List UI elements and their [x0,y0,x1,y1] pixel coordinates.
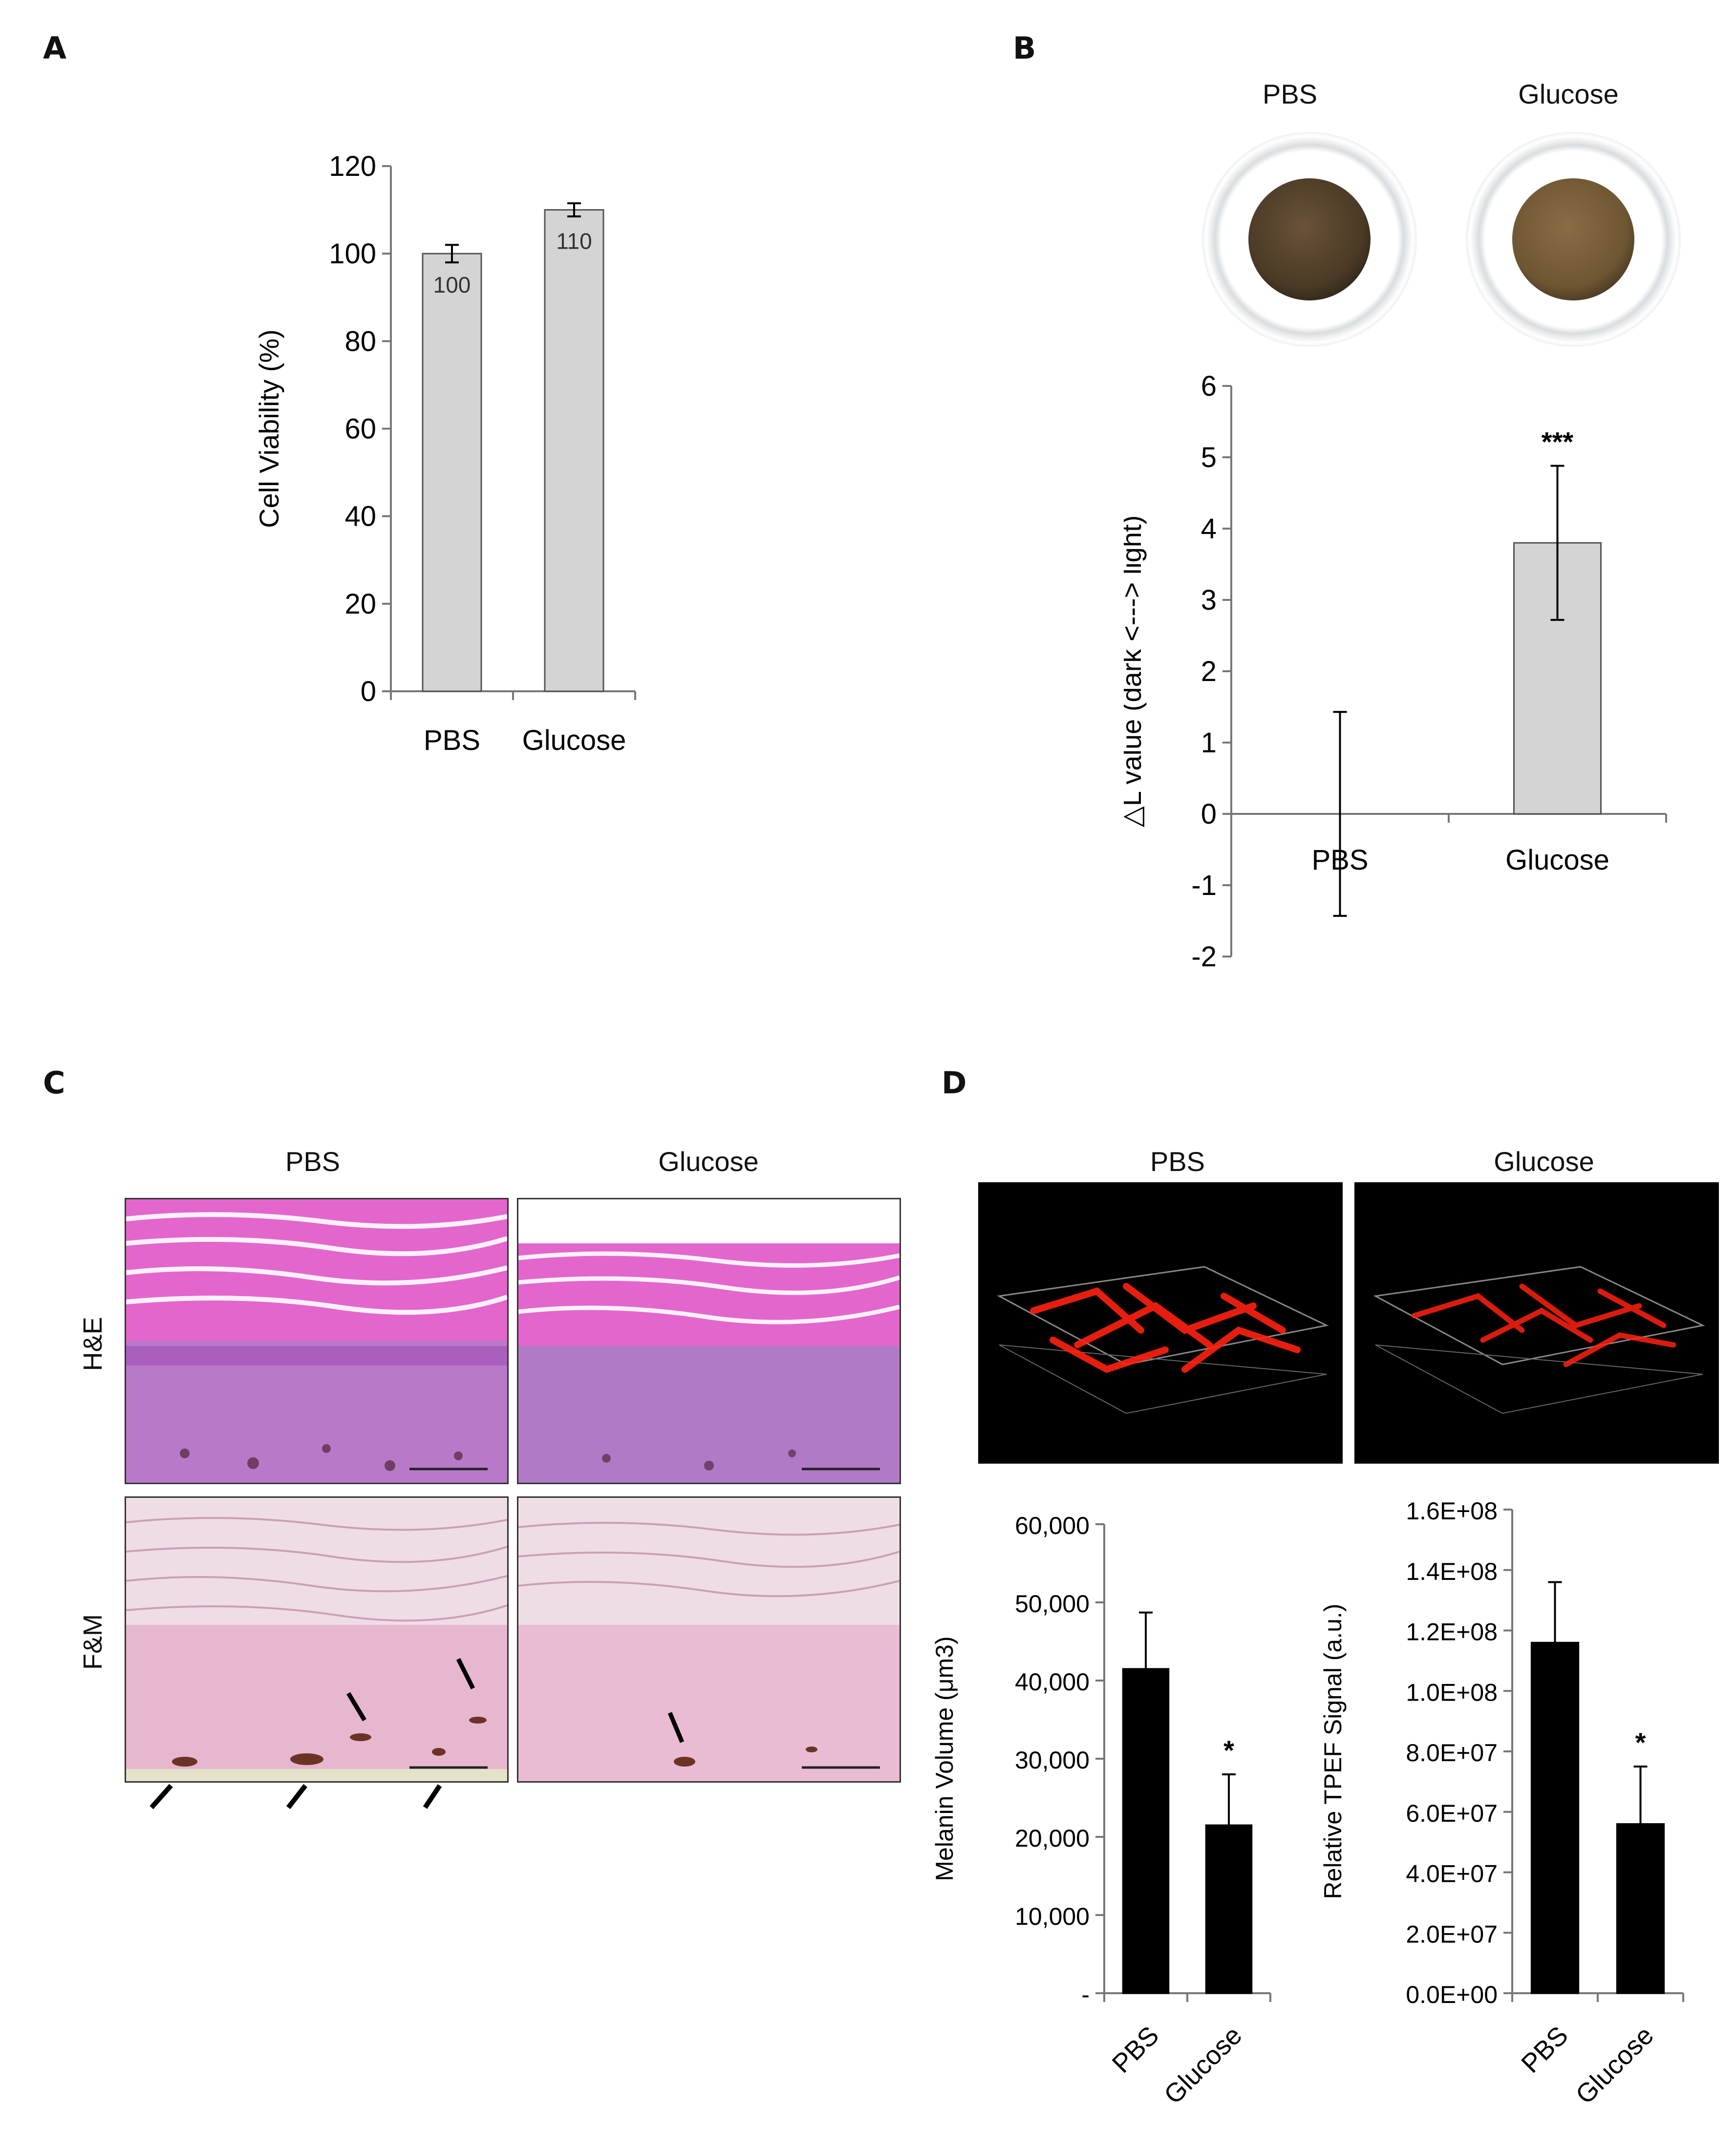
chart-d2-y-tick-label: 1.6E+08 [1406,1497,1498,1525]
chart-b-root: -2 -1 0 1 2 3 4 5 6 PBS *** Glucose △L value (dark <… [1124,371,1667,973]
confocal-glucose-texture [1373,1266,1705,1414]
chart-d2-y-tick-label: 4.0E+07 [1406,1860,1498,1888]
he-glucose-texture [518,1199,900,1483]
chart-a-y-tick-label: 60 [344,413,376,445]
chart-a-root: 0 20 40 60 80 100 120 100 PBS 110 Glucose Cell Viab… [254,150,636,756]
chart-b-y-tick-label: -1 [1191,870,1217,901]
chart-d2-bar [1530,1641,1580,1994]
chart-d2-y-tick-label: 8.0E+07 [1406,1739,1498,1767]
histology-col-pbs: PBS [285,1146,341,1177]
chart-d1-bar [1122,1668,1170,1994]
chart-a-y-tick-label: 80 [344,325,376,357]
chart-d2-significance: * [1635,1727,1646,1758]
dish-label-glucose: Glucose [1518,79,1619,109]
he-pbs-image [125,1198,509,1484]
chart-a-y-tick-label: 120 [329,150,376,182]
chart-b-y-tick-label: 6 [1201,371,1217,402]
chart-a-y-tick-label: 40 [344,501,376,532]
chart-b-x-label: Glucose [1505,844,1609,876]
chart-d1-significance: * [1223,1735,1234,1766]
chart-a-bar [422,253,482,692]
histology-arrows [150,1784,442,1810]
chart-d2-y-tick-label: 1.4E+08 [1406,1558,1498,1585]
confocal-col-glucose: Glucose [1494,1146,1594,1177]
chart-d2-root: 0.0E+00 2.0E+07 4.0E+07 6.0E+07 8.0E+07 1.0E+… [1319,1497,1684,2110]
dish-label-pbs: PBS [1262,79,1318,109]
chart-b-y-tick-label: 4 [1201,513,1217,545]
chart-d2-y-tick-label: 1.2E+08 [1406,1619,1498,1646]
chart-d2-y-tick-label: 2.0E+07 [1406,1920,1498,1948]
chart-d2-y-tick-label: 0.0E+00 [1406,1981,1498,2008]
chart-b-y-tick-label: 5 [1201,442,1217,473]
chart-d2-bar [1616,1823,1665,1994]
fm-pbs-image [125,1496,509,1783]
histology-row-he: H&E [78,1317,107,1371]
chart-b-y-tick-label: -2 [1191,941,1217,973]
panel-label-a: A [43,30,66,66]
chart-b-y-label: △L value (dark <---> light) [1124,515,1147,828]
chart-d1: - 10,000 20,000 30,000 40,000 50,000 60,000 PBS… [931,1512,1271,2110]
chart-a: 0 20 40 60 80 100 120 100 PBS 110 Glucose Cell Viab… [254,150,636,756]
chart-d1-x-label: Glucose [1158,2021,1248,2110]
chart-b-significance: *** [1542,426,1574,457]
fm-pbs-texture [126,1498,507,1781]
histology-col-glucose: Glucose [658,1146,759,1177]
chart-a-y-tick-label: 0 [361,676,376,707]
chart-d2: 0.0E+00 2.0E+07 4.0E+07 6.0E+07 8.0E+07 1.0E+… [1319,1497,1684,2110]
chart-d2-y-tick-label: 1.0E+08 [1406,1679,1498,1706]
chart-a-data-label: 100 [433,272,471,298]
chart-a-y-label: Cell Viability (%) [254,329,284,528]
confocal-glucose-image [1354,1182,1719,1464]
chart-a-bar [544,209,604,692]
panel-label-d: D [942,1065,967,1101]
chart-d1-root: - 10,000 20,000 30,000 40,000 50,000 60,000 PBS… [931,1512,1271,2110]
he-pbs-texture [126,1199,507,1483]
chart-a-y-tick-label: 20 [344,588,376,620]
chart-b: -2 -1 0 1 2 3 4 5 6 PBS *** Glucose △L value (dark <… [1124,371,1667,973]
fm-glucose-image [517,1496,901,1783]
confocal-col-pbs: PBS [1150,1146,1205,1177]
fm-glucose-texture [518,1498,900,1781]
chart-d1-y-tick-label: 40,000 [1015,1668,1090,1696]
chart-d1-x-label: PBS [1107,2021,1165,2079]
chart-b-x-label: PBS [1311,844,1368,876]
chart-d1-y-label: Melanin Volume (μm3) [931,1636,958,1881]
dish-glucose-tissue [1512,178,1634,300]
chart-d2-y-tick-label: 6.0E+07 [1406,1800,1498,1827]
panel-label-c: C [43,1065,65,1101]
chart-d1-y-tick-label: 10,000 [1015,1903,1090,1930]
chart-a-y-tick-label: 100 [329,238,376,270]
confocal-pbs-image [978,1182,1343,1464]
chart-d2-x-label: Glucose [1570,2021,1659,2110]
chart-b-y-tick-label: 1 [1201,727,1217,759]
chart-b-y-tick-label: 2 [1201,656,1217,687]
he-glucose-image [517,1198,901,1484]
chart-b-y-tick-label: 0 [1201,798,1217,830]
chart-d2-x-label: PBS [1516,2021,1574,2079]
chart-d1-y-tick-label: 20,000 [1015,1825,1090,1852]
chart-d1-y-tick-label: - [1081,1981,1090,2008]
chart-b-y-tick-label: 3 [1201,584,1217,616]
chart-d1-y-tick-label: 30,000 [1015,1747,1090,1774]
chart-a-data-label: 110 [556,229,592,254]
chart-d1-y-tick-label: 60,000 [1015,1512,1090,1539]
chart-d1-y-tick-label: 50,000 [1015,1590,1090,1618]
dish-pbs-tissue [1248,178,1371,300]
panel-label-b: B [1013,30,1036,66]
confocal-pbs-texture [997,1266,1329,1414]
chart-a-x-label: Glucose [522,724,626,756]
chart-d1-bar [1205,1824,1253,1994]
histology-row-fm: F&M [78,1614,107,1670]
chart-d2-y-label: Relative TPEF Signal (a.u.) [1319,1604,1347,1899]
chart-a-x-label: PBS [424,724,480,756]
